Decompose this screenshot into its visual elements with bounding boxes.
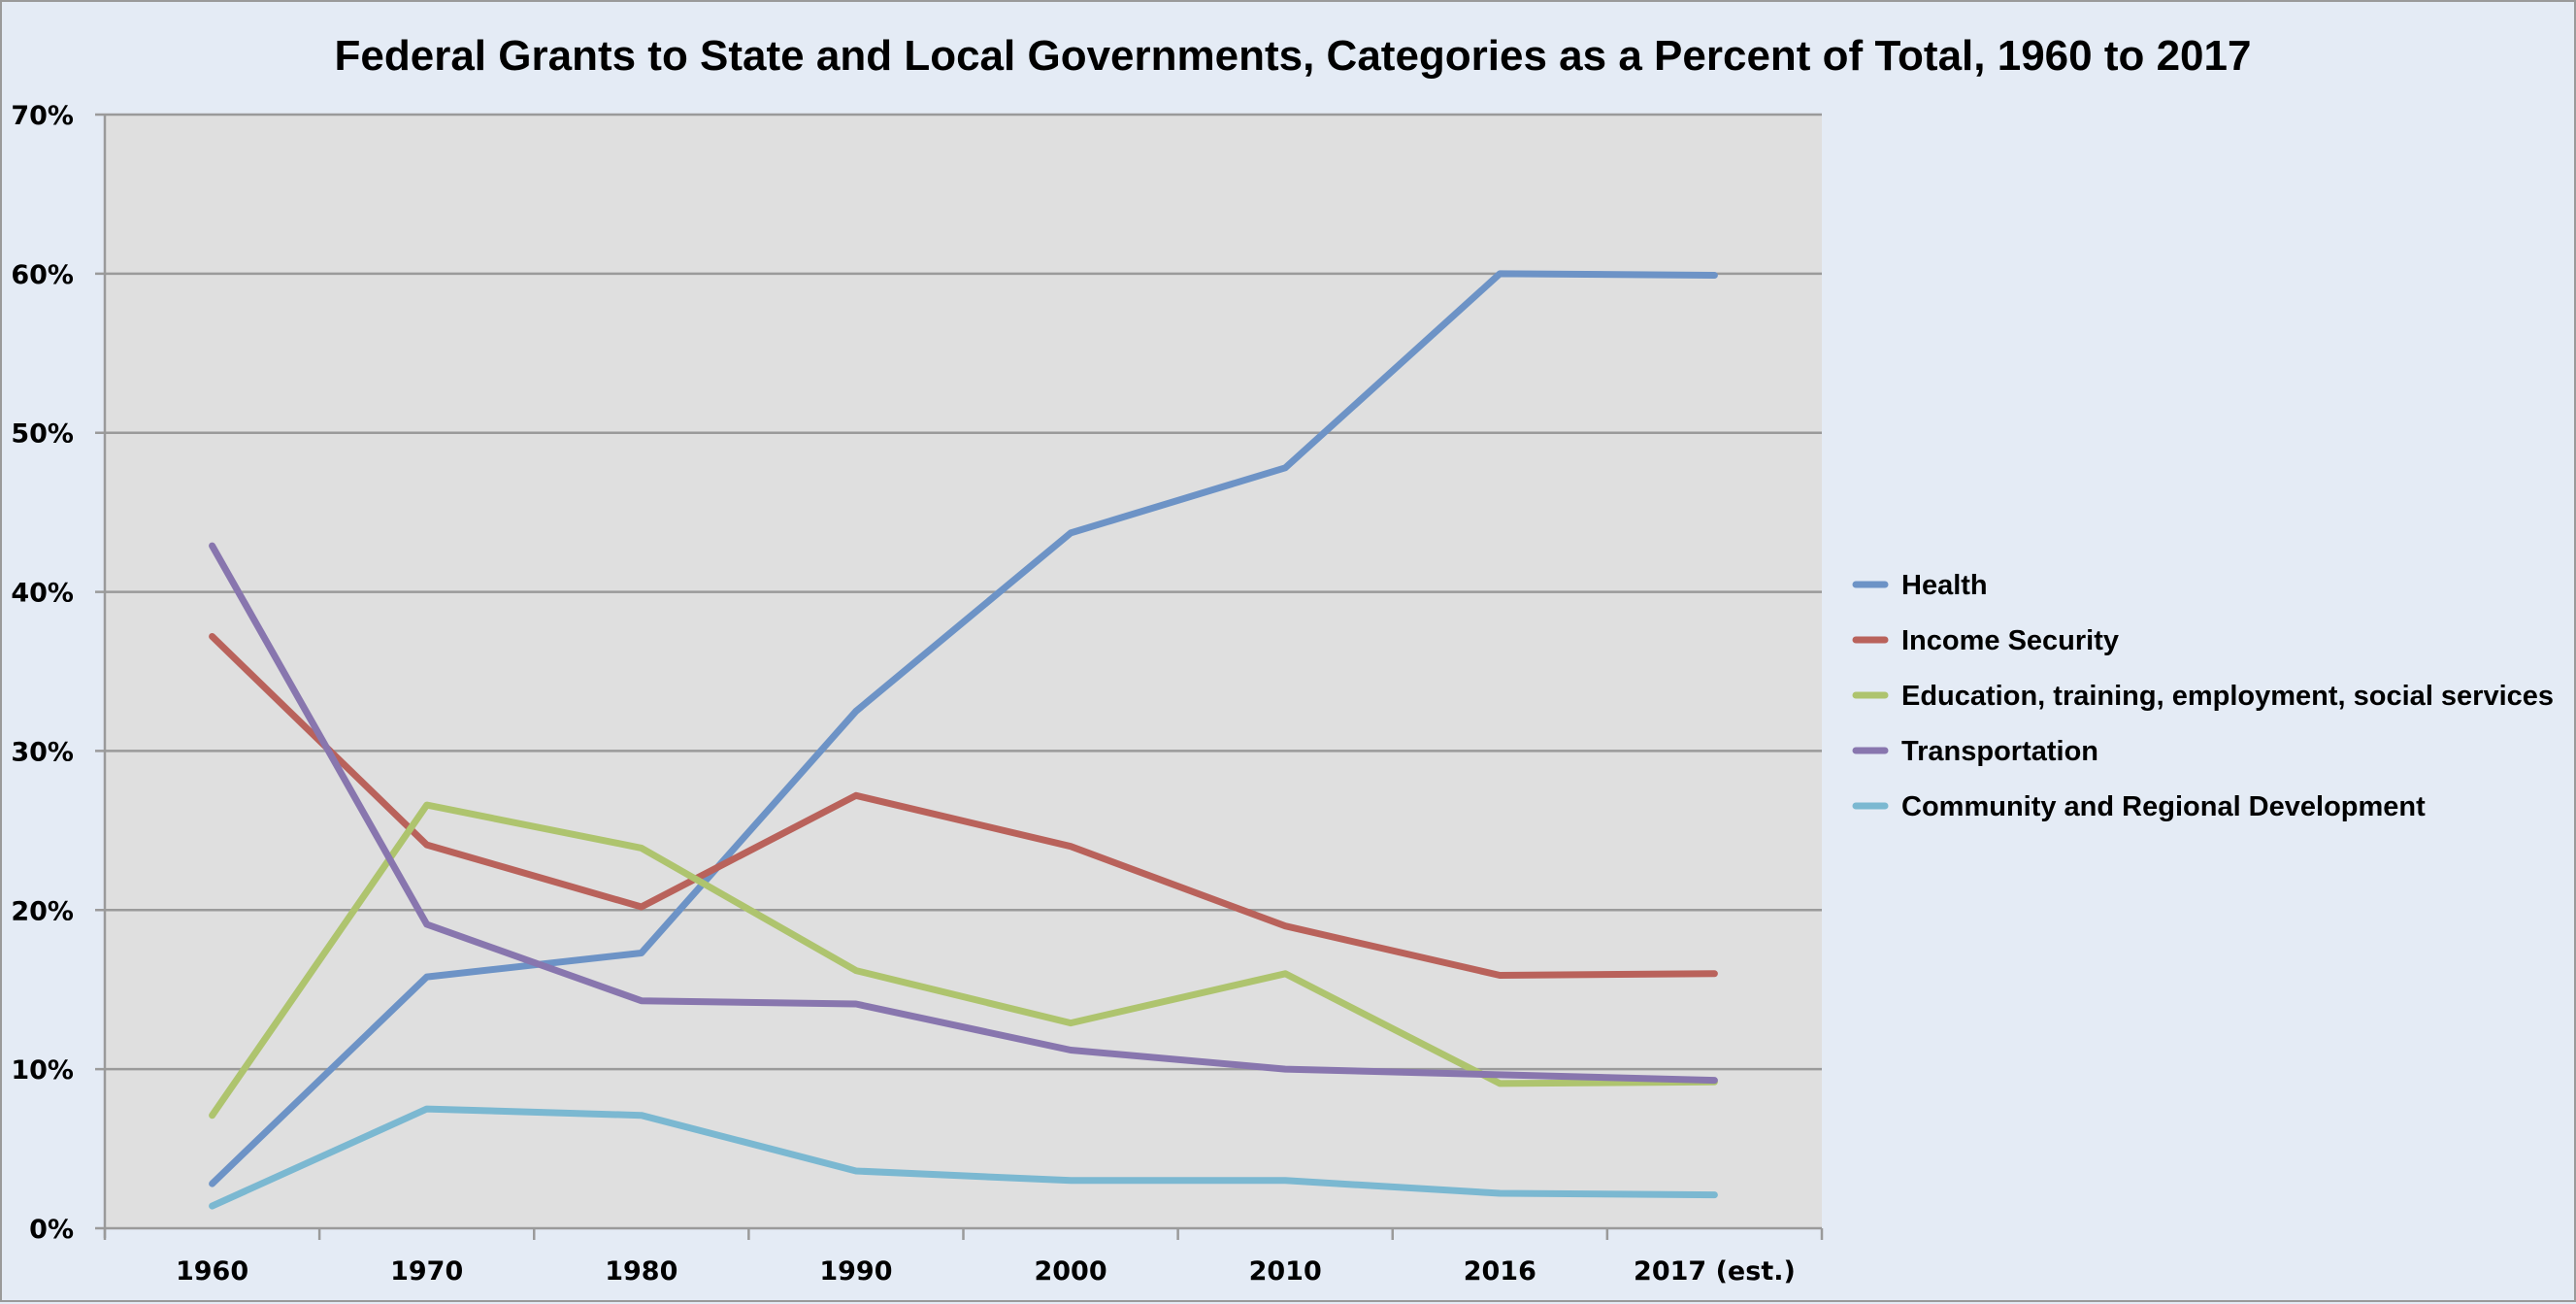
legend-label: Community and Regional Development xyxy=(1901,791,2426,822)
x-tick-label: 1970 xyxy=(390,1256,463,1287)
y-tick-label: 60% xyxy=(11,260,74,290)
x-tick-label: 2010 xyxy=(1249,1256,1322,1287)
x-tick-label: 2016 xyxy=(1464,1256,1536,1287)
y-tick-label: 10% xyxy=(11,1055,74,1086)
x-tick-label: 2000 xyxy=(1034,1256,1106,1287)
x-tick-label: 1980 xyxy=(605,1256,677,1287)
y-tick-label: 20% xyxy=(11,896,74,926)
x-tick-label: 1960 xyxy=(176,1256,248,1287)
legend-label: Transportation xyxy=(1901,736,2098,767)
legend-item: Income Security xyxy=(1856,625,2119,656)
legend-item: Transportation xyxy=(1856,736,2098,767)
legend-label: Education, training, employment, social … xyxy=(1901,681,2554,712)
x-tick-label: 2017 (est.) xyxy=(1634,1256,1796,1287)
y-tick-label: 50% xyxy=(11,419,74,450)
legend-label: Health xyxy=(1901,570,1988,601)
legend-item: Community and Regional Development xyxy=(1856,791,2426,822)
legend: Health Income Security Education, training… xyxy=(1856,570,2554,822)
y-tick-label: 70% xyxy=(11,101,74,131)
x-tick-label: 1990 xyxy=(819,1256,892,1287)
y-tick-label: 0% xyxy=(29,1215,74,1245)
legend-item: Health xyxy=(1856,570,1988,601)
y-tick-label: 30% xyxy=(11,737,74,767)
legend-label: Income Security xyxy=(1901,625,2119,656)
chart-title: Federal Grants to State and Local Govern… xyxy=(335,32,2252,80)
x-axis-tick-labels: 1960 1970 1980 1990 2000 2010 2016 2017 (est.) xyxy=(176,1256,1796,1287)
plot-area xyxy=(105,115,1822,1228)
legend-item: Education, training, employment, social … xyxy=(1856,681,2554,712)
y-axis-tick-labels: 0% 10% 20% 30% 40% 50% 60% 70% xyxy=(11,101,74,1245)
y-tick-label: 40% xyxy=(11,579,74,609)
